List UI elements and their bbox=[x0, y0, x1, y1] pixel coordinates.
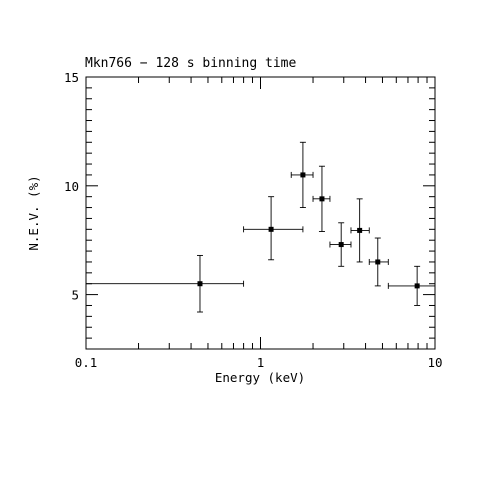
point-marker bbox=[357, 227, 363, 233]
data-point bbox=[85, 254, 245, 313]
y-axis-label: N.E.V. (%) bbox=[26, 175, 41, 250]
point-marker bbox=[319, 196, 325, 202]
x-tick-label: 10 bbox=[427, 355, 442, 370]
plot-frame bbox=[85, 76, 436, 350]
y-tick-label: 15 bbox=[64, 70, 79, 85]
x-axis-label: Energy (keV) bbox=[215, 370, 305, 385]
point-marker bbox=[338, 242, 344, 248]
data-point bbox=[350, 198, 370, 263]
x-tick-label: 0.1 bbox=[75, 355, 98, 370]
data-point bbox=[387, 265, 436, 306]
data-point bbox=[329, 222, 352, 267]
chart-title: Mkn766 − 128 s binning time bbox=[85, 56, 296, 71]
point-marker bbox=[414, 283, 420, 289]
point-marker bbox=[375, 259, 381, 265]
point-marker bbox=[197, 281, 203, 287]
data-point bbox=[368, 237, 389, 287]
point-marker bbox=[268, 226, 274, 232]
data-point bbox=[290, 141, 314, 209]
data-point bbox=[243, 196, 304, 261]
y-tick-label: 5 bbox=[71, 288, 79, 303]
data-point bbox=[312, 165, 331, 232]
axis-ticks bbox=[85, 76, 436, 350]
x-tick-label: 1 bbox=[257, 355, 265, 370]
data-points bbox=[85, 141, 436, 313]
axis-tick-labels: 0.1 1 10 5 10 15 bbox=[64, 70, 443, 370]
y-tick-label: 10 bbox=[64, 179, 79, 194]
point-marker bbox=[300, 172, 306, 178]
